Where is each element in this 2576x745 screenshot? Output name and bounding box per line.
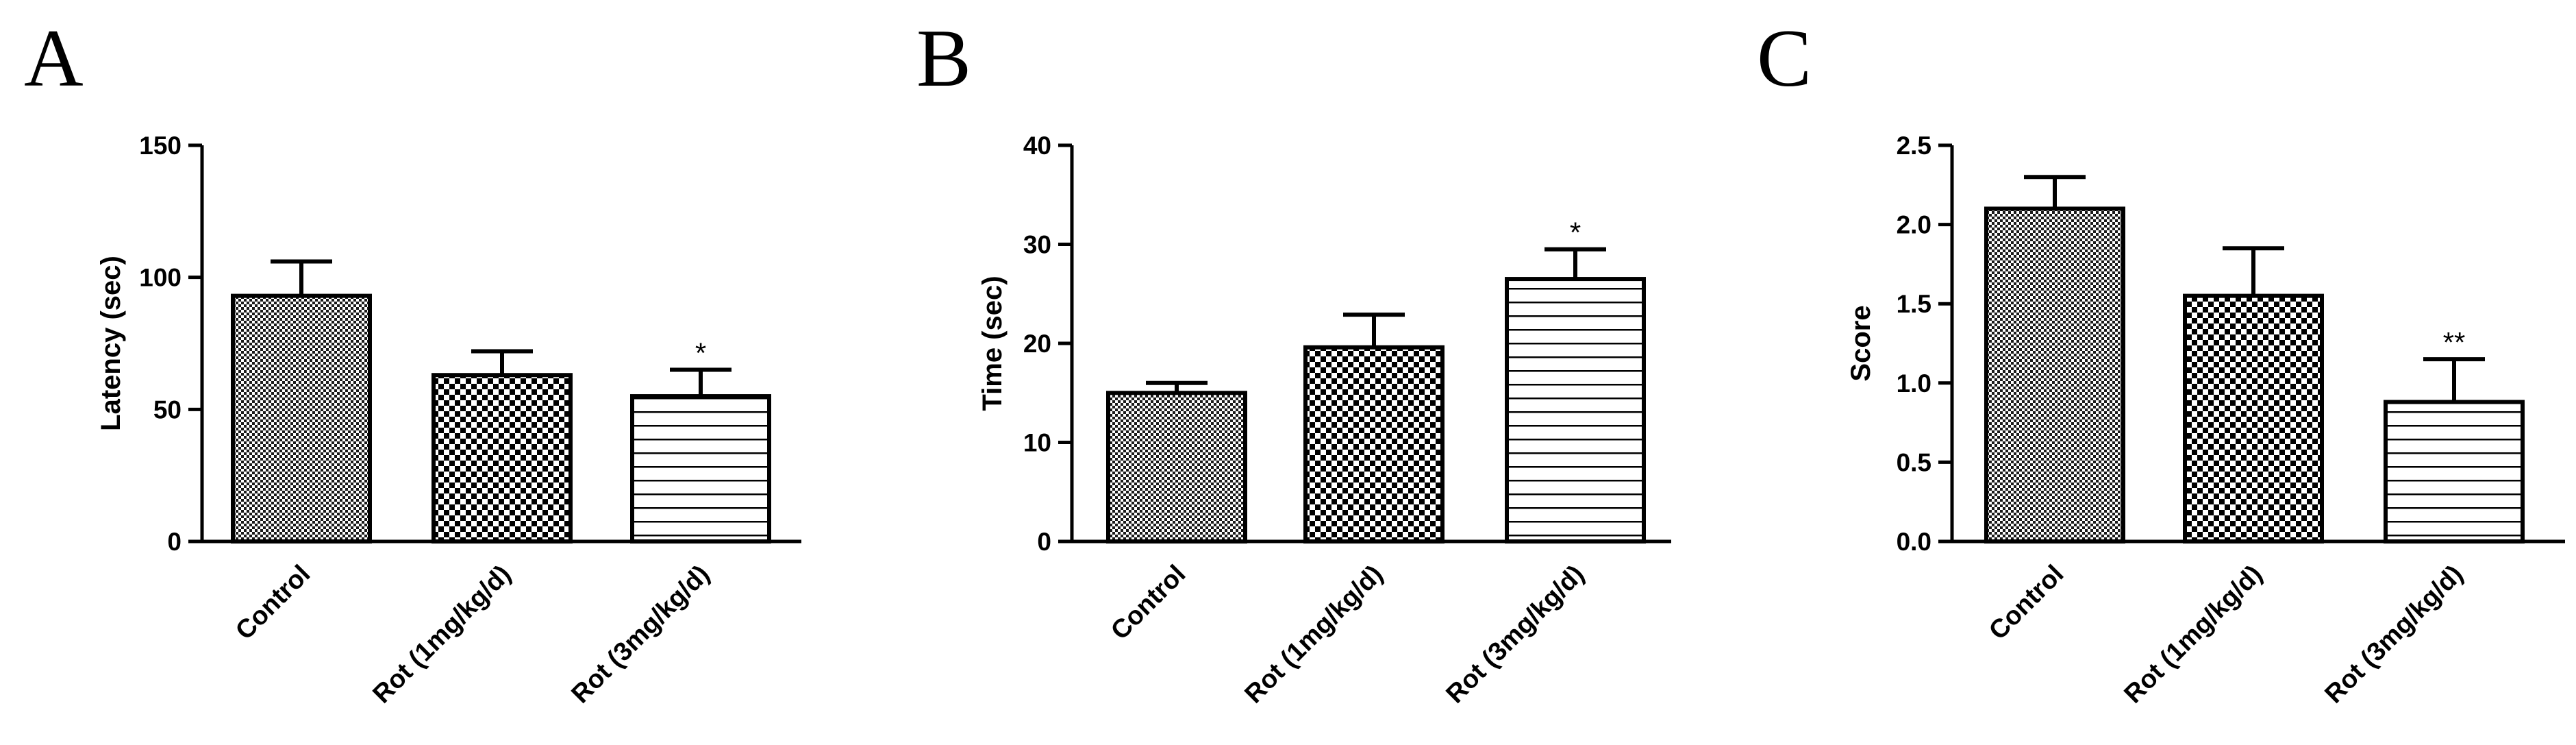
category-label: Rot (1mg/kg/d) [2119,560,2268,709]
y-axis-title: Latency (sec) [96,256,126,431]
chart-panel-a: A 0 50 100 150 Latency (sec) Control Rot (1mg/k… [24,12,801,709]
panel-letter: C [1757,12,1812,103]
y-tick-label: 100 [139,264,182,292]
significance-marker: * [1570,217,1581,249]
bar-1 [1984,206,2125,544]
bar-2 [1303,345,1445,544]
category-label: Rot (3mg/kg/d) [566,560,716,709]
bar-3 [630,394,771,544]
category-label: Rot (1mg/kg/d) [368,560,517,709]
y-axis-title: Time (sec) [977,276,1008,411]
bar-1 [1106,391,1247,544]
y-axis-title: Score [1846,305,1876,381]
panel-letter: A [24,12,84,103]
y-tick-label: 10 [1023,429,1051,457]
y-tick-label: 40 [1023,132,1051,160]
y-tick-label: 0 [1037,528,1051,556]
y-tick-label: 150 [139,132,182,160]
panel-letter: B [916,12,971,103]
y-tick-label: 0.5 [1897,448,1931,476]
category-label: Control [1984,560,2069,646]
category-label: Rot (3mg/kg/d) [2320,560,2469,709]
y-tick-label: 1.5 [1897,290,1931,318]
y-tick-label: 0.0 [1897,528,1931,556]
y-tick-label: 30 [1023,231,1051,259]
chart-panel-c: C 0.0 0.5 1.0 1.5 2.0 2.5 Score Control Rot (1mg/… [1757,12,2565,709]
category-label: Rot (3mg/kg/d) [1441,560,1590,709]
y-tick-label: 2.0 [1897,211,1931,239]
bar-2 [2183,293,2324,544]
y-tick-label: 50 [153,395,182,424]
y-tick-label: 2.5 [1897,132,1931,160]
chart-panel-b: B 0 10 20 30 40 Time (sec) Control Rot (1mg/kg/d… [916,12,1671,709]
significance-marker: * [695,337,706,369]
bar-2 [432,373,573,544]
bar-3 [2384,400,2525,544]
y-tick-label: 1.0 [1897,369,1931,398]
category-label: Rot (1mg/kg/d) [1240,560,1389,709]
category-label: Control [1105,560,1191,646]
category-label: Control [230,560,316,646]
y-tick-label: 20 [1023,330,1051,358]
significance-marker: ** [2443,326,2466,358]
bar-1 [231,293,372,544]
y-tick-label: 0 [167,528,182,556]
bar-3 [1505,277,1646,544]
